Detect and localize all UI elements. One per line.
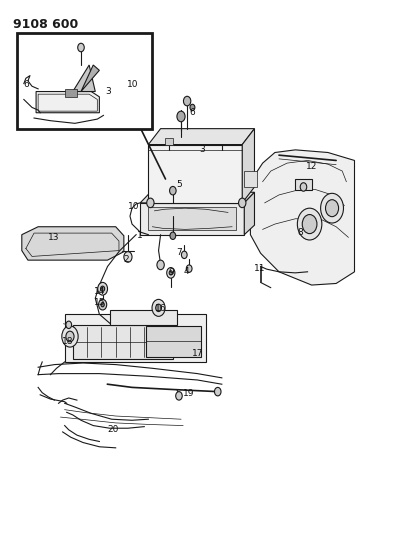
Polygon shape (17, 33, 152, 128)
Polygon shape (140, 192, 254, 203)
Polygon shape (36, 92, 99, 113)
Circle shape (321, 193, 344, 223)
Circle shape (62, 326, 78, 347)
Polygon shape (148, 207, 236, 230)
Polygon shape (250, 150, 355, 285)
Polygon shape (65, 89, 77, 97)
Circle shape (186, 265, 192, 272)
Circle shape (326, 200, 339, 216)
Text: 1: 1 (136, 231, 142, 240)
Text: 4: 4 (183, 268, 189, 276)
Polygon shape (140, 203, 244, 235)
Circle shape (177, 111, 185, 122)
Circle shape (175, 392, 182, 400)
Circle shape (147, 198, 154, 208)
Circle shape (156, 304, 162, 312)
Circle shape (215, 387, 221, 396)
Circle shape (181, 251, 187, 259)
Text: 13: 13 (48, 233, 60, 242)
Text: 19: 19 (182, 389, 194, 398)
Circle shape (99, 300, 107, 310)
Circle shape (66, 321, 72, 328)
Text: 9: 9 (168, 268, 174, 277)
Polygon shape (22, 227, 124, 260)
Text: 12: 12 (306, 163, 317, 171)
Circle shape (66, 331, 74, 342)
Polygon shape (73, 65, 95, 92)
Circle shape (170, 232, 175, 239)
Text: 16: 16 (155, 304, 166, 313)
Circle shape (238, 198, 246, 208)
Text: 7: 7 (176, 248, 182, 257)
Polygon shape (244, 192, 254, 235)
Text: 17: 17 (192, 349, 203, 358)
Polygon shape (296, 179, 312, 190)
Text: 3: 3 (199, 146, 205, 155)
Circle shape (78, 43, 84, 52)
Circle shape (167, 268, 175, 278)
Text: 2: 2 (123, 255, 129, 264)
Text: 20: 20 (107, 425, 118, 434)
Circle shape (101, 303, 104, 307)
Circle shape (152, 300, 165, 317)
Polygon shape (148, 144, 242, 203)
Circle shape (300, 183, 307, 191)
Text: 10: 10 (128, 202, 140, 211)
Circle shape (297, 208, 322, 240)
Polygon shape (148, 128, 254, 144)
Text: 3: 3 (106, 87, 111, 96)
Circle shape (169, 271, 173, 275)
Text: 6: 6 (24, 80, 30, 89)
Circle shape (124, 252, 132, 262)
Text: 14: 14 (94, 287, 105, 296)
Circle shape (98, 282, 108, 295)
Text: 10: 10 (127, 80, 139, 89)
Text: 6: 6 (189, 108, 195, 117)
Polygon shape (242, 128, 254, 203)
Circle shape (157, 260, 164, 270)
Circle shape (302, 215, 317, 233)
Text: 5: 5 (176, 180, 182, 189)
Polygon shape (81, 65, 99, 92)
Text: 11: 11 (254, 264, 265, 272)
Text: 8: 8 (297, 228, 303, 237)
Polygon shape (65, 314, 206, 362)
Circle shape (183, 96, 191, 106)
Polygon shape (165, 138, 173, 144)
Text: 18: 18 (62, 337, 73, 346)
Polygon shape (244, 171, 256, 187)
Polygon shape (110, 310, 177, 325)
Circle shape (101, 286, 105, 292)
Polygon shape (73, 325, 173, 359)
Polygon shape (146, 326, 201, 357)
Circle shape (190, 104, 195, 111)
Circle shape (170, 187, 176, 195)
Text: 15: 15 (94, 298, 105, 307)
Text: 9108 600: 9108 600 (13, 18, 78, 31)
